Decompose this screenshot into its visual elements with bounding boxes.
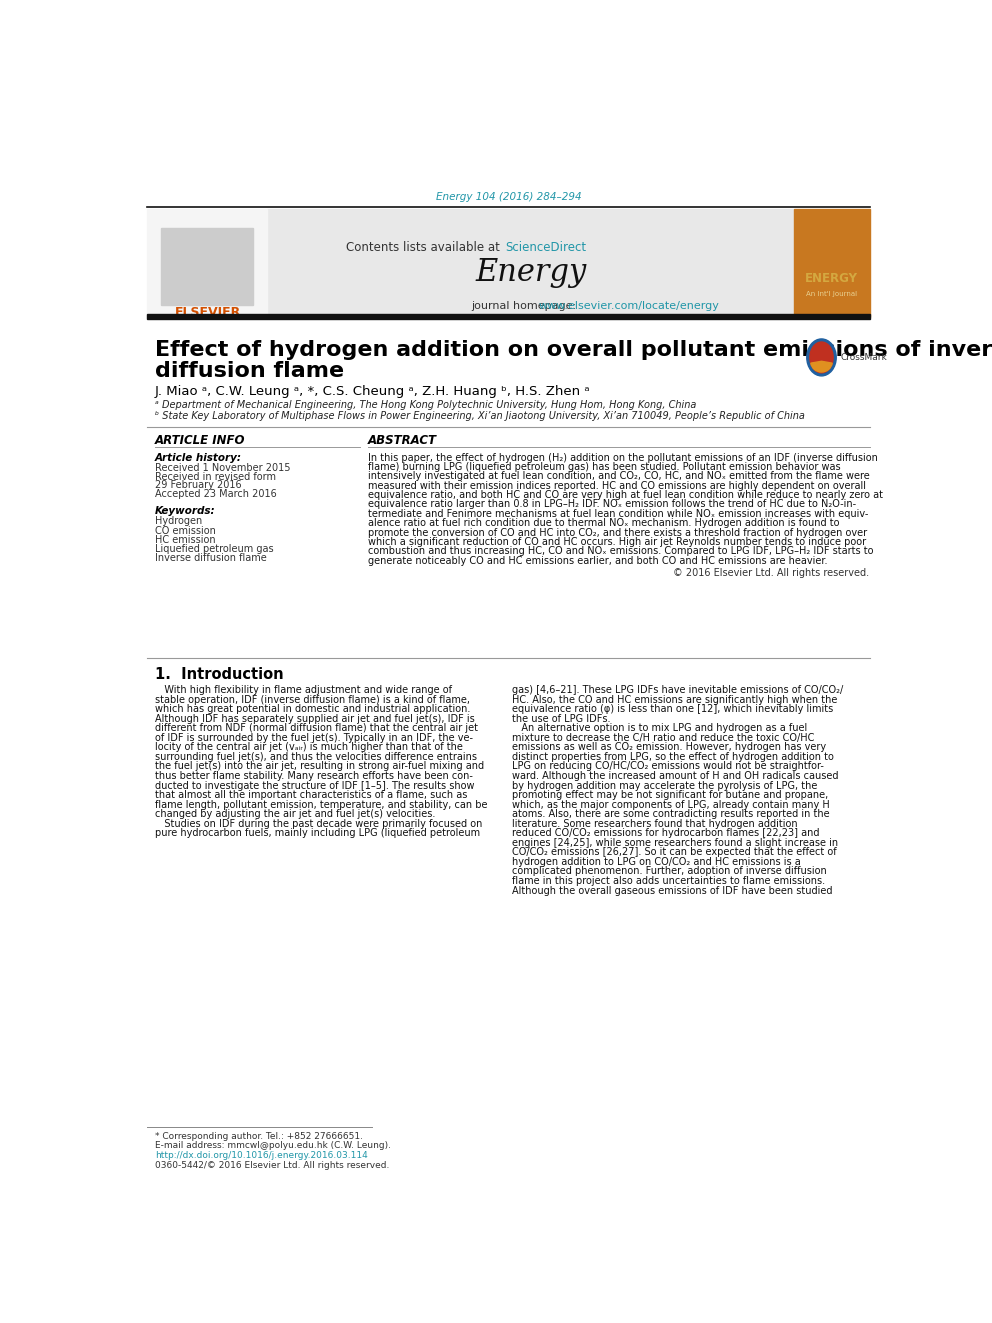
Text: 0360-5442/© 2016 Elsevier Ltd. All rights reserved.: 0360-5442/© 2016 Elsevier Ltd. All right… [155,1162,390,1171]
Text: atoms. Also, there are some contradicting results reported in the: atoms. Also, there are some contradictin… [512,810,829,819]
Text: CO/CO₂ emissions [26,27]. So it can be expected that the effect of: CO/CO₂ emissions [26,27]. So it can be e… [512,847,836,857]
Text: An Int'l Journal: An Int'l Journal [806,291,857,296]
Text: which a significant reduction of CO and HC occurs. High air jet Reynolds number : which a significant reduction of CO and … [368,537,866,548]
Text: promoting effect may be not significant for butane and propane,: promoting effect may be not significant … [512,790,827,800]
Text: flame length, pollutant emission, temperature, and stability, can be: flame length, pollutant emission, temper… [155,799,487,810]
Text: Energy: Energy [475,257,586,288]
Text: which, as the major components of LPG, already contain many H: which, as the major components of LPG, a… [512,799,829,810]
Text: HC emission: HC emission [155,534,215,545]
Text: diffusion flame: diffusion flame [155,360,344,381]
Text: combustion and thus increasing HC, CO and NOₓ emissions. Compared to LPG IDF, LP: combustion and thus increasing HC, CO an… [368,546,874,557]
Text: ENERGY: ENERGY [806,271,858,284]
Text: Liquefied petroleum gas: Liquefied petroleum gas [155,544,274,554]
Bar [147,209,268,316]
Bar [147,314,870,319]
Text: journal homepage:: journal homepage: [471,300,580,311]
Text: ScienceDirect: ScienceDirect [505,241,586,254]
Text: Inverse diffusion flame: Inverse diffusion flame [155,553,267,564]
Text: flame in this project also adds uncertainties to flame emissions.: flame in this project also adds uncertai… [512,876,824,886]
Text: surrounding fuel jet(s), and thus the velocities difference entrains: surrounding fuel jet(s), and thus the ve… [155,751,477,762]
Text: of IDF is surrounded by the fuel jet(s). Typically in an IDF, the ve-: of IDF is surrounded by the fuel jet(s).… [155,733,473,742]
Text: literature. Some researchers found that hydrogen addition: literature. Some researchers found that … [512,819,798,828]
Text: pure hydrocarbon fuels, mainly including LPG (liquefied petroleum: pure hydrocarbon fuels, mainly including… [155,828,480,839]
Text: LPG on reducing CO/HC/CO₂ emissions would not be straightfor-: LPG on reducing CO/HC/CO₂ emissions woul… [512,762,823,771]
Bar [161,228,253,306]
Text: equivalence ratio larger than 0.8 in LPG–H₂ IDF. NOₓ emission follows the trend : equivalence ratio larger than 0.8 in LPG… [368,500,856,509]
Text: emissions as well as CO₂ emission. However, hydrogen has very: emissions as well as CO₂ emission. Howev… [512,742,825,753]
Text: Accepted 23 March 2016: Accepted 23 March 2016 [155,490,277,500]
Text: ᵇ State Key Laboratory of Multiphase Flows in Power Engineering, Xi’an Jiaotong : ᵇ State Key Laboratory of Multiphase Flo… [155,411,805,421]
Text: ABSTRACT: ABSTRACT [368,434,437,447]
Text: hydrogen addition to LPG on CO/CO₂ and HC emissions is a: hydrogen addition to LPG on CO/CO₂ and H… [512,857,801,867]
Text: Received 1 November 2015: Received 1 November 2015 [155,463,291,472]
Text: complicated phenomenon. Further, adoption of inverse diffusion: complicated phenomenon. Further, adoptio… [512,867,826,876]
Bar [795,209,870,316]
Text: http://dx.doi.org/10.1016/j.energy.2016.03.114: http://dx.doi.org/10.1016/j.energy.2016.… [155,1151,368,1160]
Text: CO emission: CO emission [155,525,216,536]
Text: stable operation, IDF (inverse diffusion flame) is a kind of flame,: stable operation, IDF (inverse diffusion… [155,695,470,705]
Text: Received in revised form: Received in revised form [155,472,276,482]
Text: J. Miao ᵃ, C.W. Leung ᵃ, *, C.S. Cheung ᵃ, Z.H. Huang ᵇ, H.S. Zhen ᵃ: J. Miao ᵃ, C.W. Leung ᵃ, *, C.S. Cheung … [155,385,590,398]
Text: reduced CO/CO₂ emissions for hydrocarbon flames [22,23] and: reduced CO/CO₂ emissions for hydrocarbon… [512,828,819,839]
Text: ELSEVIER: ELSEVIER [175,306,241,319]
Text: alence ratio at fuel rich condition due to thermal NOₓ mechanism. Hydrogen addit: alence ratio at fuel rich condition due … [368,519,839,528]
Text: An alternative option is to mix LPG and hydrogen as a fuel: An alternative option is to mix LPG and … [512,724,806,733]
Wedge shape [810,361,832,372]
Text: locity of the central air jet (vₐᵢᵣ) is much higher than that of the: locity of the central air jet (vₐᵢᵣ) is … [155,742,463,753]
Text: measured with their emission indices reported. HC and CO emissions are highly de: measured with their emission indices rep… [368,480,866,491]
Text: © 2016 Elsevier Ltd. All rights reserved.: © 2016 Elsevier Ltd. All rights reserved… [674,568,870,578]
Text: Energy 104 (2016) 284–294: Energy 104 (2016) 284–294 [435,192,581,202]
Text: Effect of hydrogen addition on overall pollutant emissions of inverse: Effect of hydrogen addition on overall p… [155,340,992,360]
Text: Hydrogen: Hydrogen [155,516,202,527]
Text: Although IDF has separately supplied air jet and fuel jet(s), IDF is: Although IDF has separately supplied air… [155,713,475,724]
Text: gas) [4,6–21]. These LPG IDFs have inevitable emissions of CO/CO₂/: gas) [4,6–21]. These LPG IDFs have inevi… [512,685,843,695]
Bar [268,209,795,316]
Text: termediate and Fenimore mechanisms at fuel lean condition while NOₓ emission inc: termediate and Fenimore mechanisms at fu… [368,509,869,519]
Text: HC. Also, the CO and HC emissions are significantly high when the: HC. Also, the CO and HC emissions are si… [512,695,837,705]
Text: In this paper, the effect of hydrogen (H₂) addition on the pollutant emissions o: In this paper, the effect of hydrogen (H… [368,452,878,463]
Text: generate noticeably CO and HC emissions earlier, and both CO and HC emissions ar: generate noticeably CO and HC emissions … [368,556,827,566]
Text: that almost all the important characteristics of a flame, such as: that almost all the important characteri… [155,790,467,800]
Text: different from NDF (normal diffusion flame) that the central air jet: different from NDF (normal diffusion fla… [155,724,478,733]
Ellipse shape [809,343,833,373]
Text: Article history:: Article history: [155,452,242,463]
Text: equivalence ratio (φ) is less than one [12], which inevitably limits: equivalence ratio (φ) is less than one [… [512,704,832,714]
Text: * Corresponding author. Tel.: +852 27666651.: * Corresponding author. Tel.: +852 27666… [155,1132,363,1142]
Text: CrossMark: CrossMark [840,353,887,363]
Text: by hydrogen addition may accelerate the pyrolysis of LPG, the: by hydrogen addition may accelerate the … [512,781,816,791]
Text: mixture to decrease the C/H ratio and reduce the toxic CO/HC: mixture to decrease the C/H ratio and re… [512,733,813,742]
Text: Although the overall gaseous emissions of IDF have been studied: Although the overall gaseous emissions o… [512,885,832,896]
Text: flame) burning LPG (liquefied petroleum gas) has been studied. Pollutant emissio: flame) burning LPG (liquefied petroleum … [368,462,841,472]
Text: ARTICLE INFO: ARTICLE INFO [155,434,245,447]
Text: With high flexibility in flame adjustment and wide range of: With high flexibility in flame adjustmen… [155,685,452,695]
Text: which has great potential in domestic and industrial application.: which has great potential in domestic an… [155,704,470,714]
Text: the use of LPG IDFs.: the use of LPG IDFs. [512,713,610,724]
Text: ward. Although the increased amount of H and OH radicals caused: ward. Although the increased amount of H… [512,771,838,781]
Text: Studies on IDF during the past decade were primarily focused on: Studies on IDF during the past decade we… [155,819,482,828]
Text: E-mail address: mmcwl@polyu.edu.hk (C.W. Leung).: E-mail address: mmcwl@polyu.edu.hk (C.W.… [155,1142,391,1151]
Text: ᵃ Department of Mechanical Engineering, The Hong Kong Polytechnic University, Hu: ᵃ Department of Mechanical Engineering, … [155,400,696,410]
Text: distinct properties from LPG, so the effect of hydrogen addition to: distinct properties from LPG, so the eff… [512,751,833,762]
Text: Keywords:: Keywords: [155,507,215,516]
Text: equivalence ratio, and both HC and CO are very high at fuel lean condition while: equivalence ratio, and both HC and CO ar… [368,490,883,500]
Text: intensively investigated at fuel lean condition, and CO₂, CO, HC, and NOₓ emitte: intensively investigated at fuel lean co… [368,471,870,482]
Text: thus better flame stability. Many research efforts have been con-: thus better flame stability. Many resear… [155,771,473,781]
Text: engines [24,25], while some researchers found a slight increase in: engines [24,25], while some researchers … [512,837,837,848]
Text: ducted to investigate the structure of IDF [1–5]. The results show: ducted to investigate the structure of I… [155,781,474,791]
Text: changed by adjusting the air jet and fuel jet(s) velocities.: changed by adjusting the air jet and fue… [155,810,435,819]
Text: promote the conversion of CO and HC into CO₂, and there exists a threshold fract: promote the conversion of CO and HC into… [368,528,867,537]
Ellipse shape [806,339,836,376]
Text: Contents lists available at: Contents lists available at [346,241,504,254]
Text: the fuel jet(s) into the air jet, resulting in strong air-fuel mixing and: the fuel jet(s) into the air jet, result… [155,762,484,771]
Text: www.elsevier.com/locate/energy: www.elsevier.com/locate/energy [539,300,719,311]
Text: 1.  Introduction: 1. Introduction [155,667,284,683]
Text: 29 February 2016: 29 February 2016 [155,480,242,491]
